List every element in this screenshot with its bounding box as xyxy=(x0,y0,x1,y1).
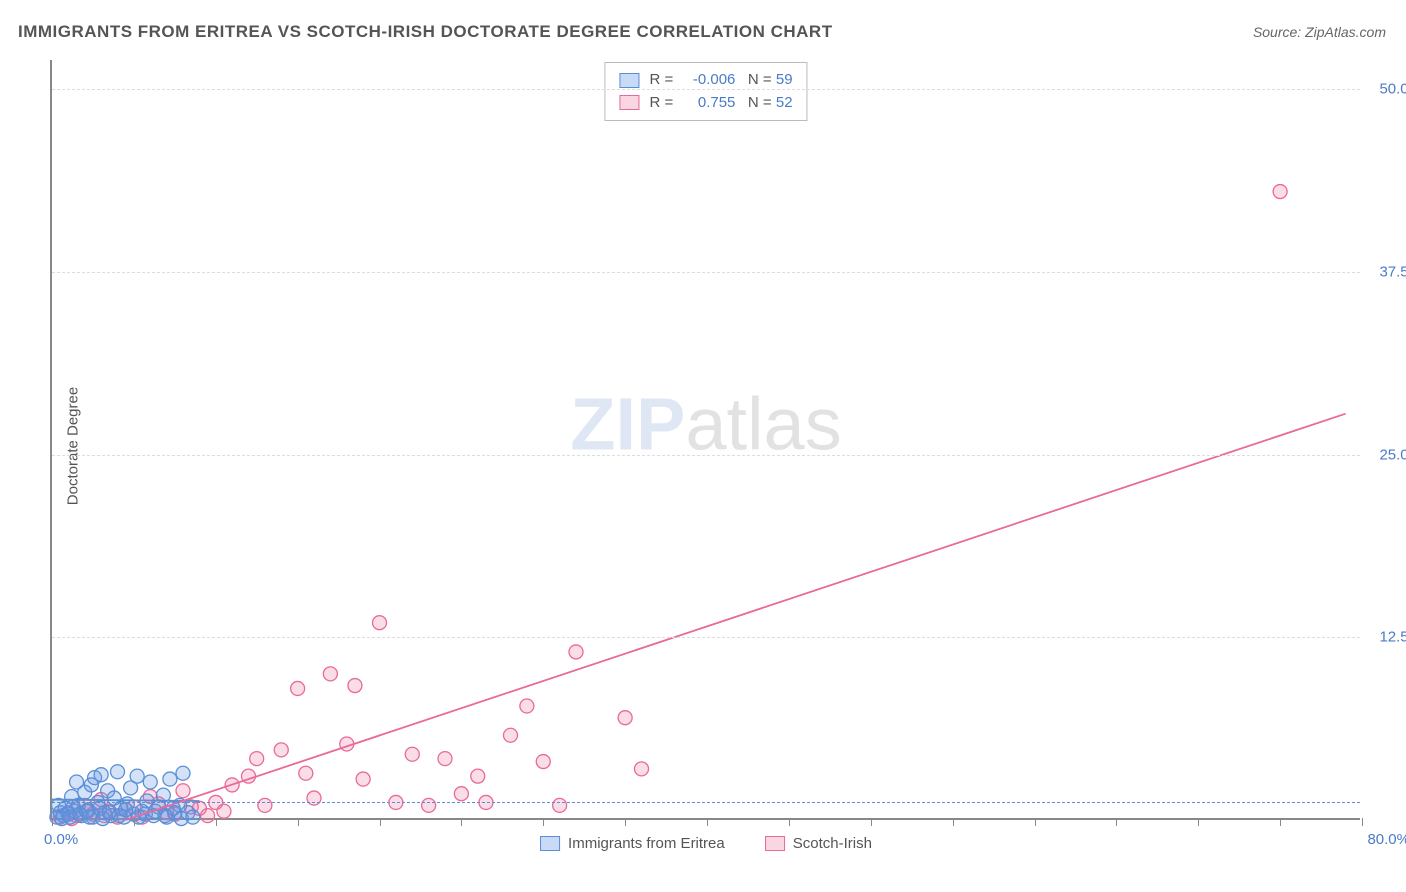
y-tick-label: 12.5% xyxy=(1379,629,1406,646)
data-point xyxy=(454,787,468,801)
x-tick xyxy=(380,818,381,826)
x-tick xyxy=(789,818,790,826)
x-tick xyxy=(1035,818,1036,826)
legend-item-eritrea: Immigrants from Eritrea xyxy=(540,835,725,852)
x-tick xyxy=(953,818,954,826)
data-point xyxy=(94,768,108,782)
x-tick xyxy=(1362,818,1363,826)
x-tick xyxy=(216,818,217,826)
source-name: ZipAtlas.com xyxy=(1305,24,1386,40)
data-point xyxy=(186,810,200,824)
x-tick xyxy=(52,818,53,826)
data-point xyxy=(143,775,157,789)
data-point xyxy=(130,769,144,783)
data-point xyxy=(471,769,485,783)
data-point xyxy=(438,752,452,766)
data-point xyxy=(504,728,518,742)
x-tick xyxy=(871,818,872,826)
data-point xyxy=(356,772,370,786)
swatch-icon xyxy=(765,836,785,851)
data-point xyxy=(323,667,337,681)
scatter-svg xyxy=(52,60,1360,818)
data-point xyxy=(119,803,133,817)
data-point xyxy=(163,772,177,786)
data-point xyxy=(373,616,387,630)
data-point xyxy=(299,766,313,780)
legend-label: Scotch-Irish xyxy=(793,835,872,852)
x-tick xyxy=(461,818,462,826)
data-point xyxy=(176,766,190,780)
swatch-icon xyxy=(540,836,560,851)
x-tick xyxy=(134,818,135,826)
gridline xyxy=(52,89,1360,90)
legend-label: Immigrants from Eritrea xyxy=(568,835,725,852)
gridline xyxy=(52,637,1360,638)
data-point xyxy=(1273,185,1287,199)
chart-title: IMMIGRANTS FROM ERITREA VS SCOTCH-IRISH … xyxy=(18,22,833,42)
x-tick xyxy=(625,818,626,826)
data-point xyxy=(274,743,288,757)
x-tick xyxy=(707,818,708,826)
data-point xyxy=(569,645,583,659)
data-point xyxy=(536,755,550,769)
x-axis-max-label: 80.0% xyxy=(1367,831,1406,848)
data-point xyxy=(348,679,362,693)
data-point xyxy=(217,804,231,818)
data-point xyxy=(405,747,419,761)
data-point xyxy=(258,798,272,812)
x-tick xyxy=(1280,818,1281,826)
data-point xyxy=(111,765,125,779)
data-point xyxy=(618,711,632,725)
legend-item-scotch: Scotch-Irish xyxy=(765,835,872,852)
data-point xyxy=(553,798,567,812)
gridline xyxy=(52,455,1360,456)
bottom-legend: Immigrants from Eritrea Scotch-Irish xyxy=(540,835,872,852)
data-point xyxy=(176,784,190,798)
x-tick xyxy=(1116,818,1117,826)
source-prefix: Source: xyxy=(1253,24,1305,40)
data-point xyxy=(201,809,215,823)
trend-line xyxy=(126,414,1346,820)
gridline xyxy=(52,272,1360,273)
x-tick xyxy=(1198,818,1199,826)
y-tick-label: 50.0% xyxy=(1379,81,1406,98)
data-point xyxy=(422,798,436,812)
data-point xyxy=(250,752,264,766)
x-axis-origin-label: 0.0% xyxy=(44,831,78,848)
data-point xyxy=(635,762,649,776)
reference-line xyxy=(52,802,1360,803)
x-tick xyxy=(543,818,544,826)
data-point xyxy=(291,681,305,695)
y-tick-label: 37.5% xyxy=(1379,263,1406,280)
source-attribution: Source: ZipAtlas.com xyxy=(1253,24,1386,40)
y-tick-label: 25.0% xyxy=(1379,446,1406,463)
data-point xyxy=(520,699,534,713)
x-tick xyxy=(298,818,299,826)
chart-plot-area: ZIPatlas R = -0.006 N = 59 R = 0.755 N =… xyxy=(50,60,1360,820)
